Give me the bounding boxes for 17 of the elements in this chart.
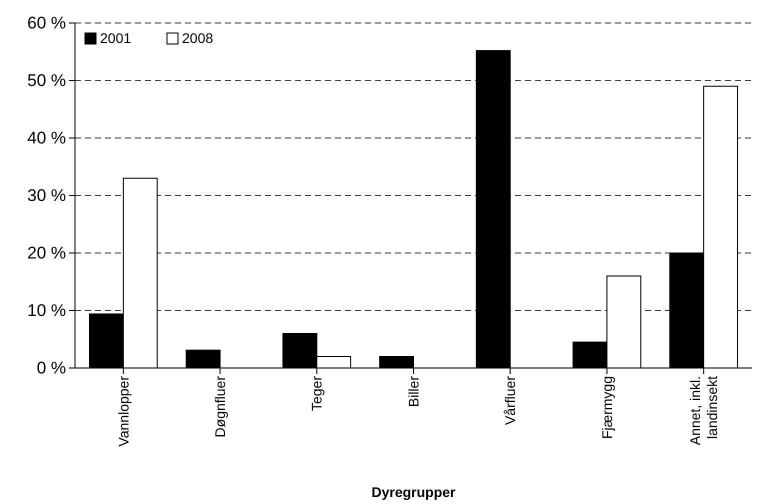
y-tick-label: 40 % bbox=[27, 128, 66, 148]
x-tick-label: Døgnfluer bbox=[212, 376, 228, 438]
y-tick-label: 0 % bbox=[36, 358, 66, 378]
legend-label: 2008 bbox=[182, 30, 214, 46]
x-tick-label: Teger bbox=[308, 376, 325, 412]
y-tick-label: 50 % bbox=[27, 70, 66, 90]
x-tick-label: Vannlopper bbox=[115, 376, 132, 447]
y-tick-label: 20 % bbox=[27, 243, 66, 262]
x-tick-label: Vårfluer bbox=[502, 376, 518, 426]
y-tick-label: 30 % bbox=[27, 186, 66, 205]
x-axis-title: Dyregrupper bbox=[371, 484, 456, 500]
x-tick-label: Annet, inkl. landinsekt bbox=[687, 376, 720, 446]
y-tick-label: 60 % bbox=[27, 13, 66, 32]
legend-label: 2001 bbox=[100, 30, 132, 46]
x-tick-label: Fjærmygg bbox=[598, 376, 615, 440]
y-tick-label: 10 % bbox=[27, 300, 66, 320]
x-tick-label: Biller bbox=[405, 376, 422, 408]
